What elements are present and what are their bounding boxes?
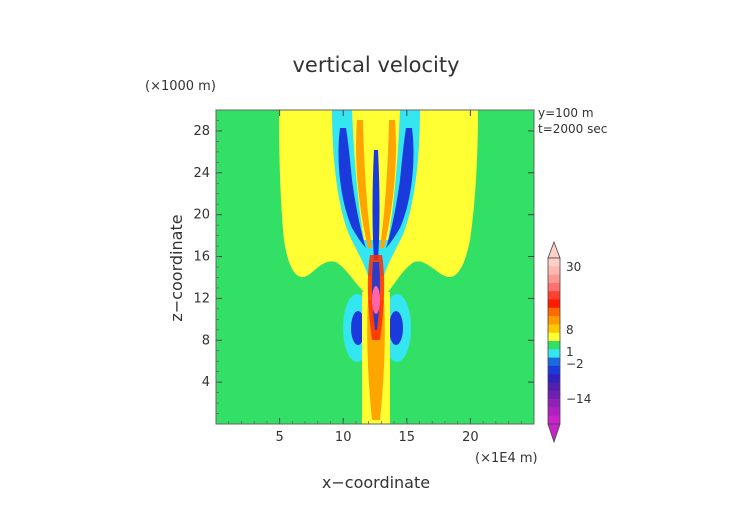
colorbar-label-1: 1 xyxy=(566,345,574,359)
colorbar: 30 8 1 −2 −14 xyxy=(547,240,591,444)
blue-lobe-right xyxy=(389,311,403,345)
y-scale-label: (×1000 m) xyxy=(145,79,216,94)
orange-arm-right xyxy=(380,120,396,248)
orange-arm-left xyxy=(356,120,372,248)
colorbar-band xyxy=(548,307,560,317)
colorbar-bottom-arrow xyxy=(547,423,561,444)
x-tick-label: 20 xyxy=(462,430,479,445)
x-tick-label: 10 xyxy=(335,430,352,445)
colorbar-band xyxy=(548,332,560,342)
colorbar-band xyxy=(548,341,560,350)
colorbar-band xyxy=(548,399,560,408)
contour-field xyxy=(216,110,534,424)
y-tick-label: 28 xyxy=(193,124,210,139)
y-tick-label: 16 xyxy=(193,250,210,265)
colorbar-band xyxy=(548,274,560,284)
colorbar-band xyxy=(548,316,560,325)
colorbar-band xyxy=(548,407,560,416)
colorbar-label-minus2: −2 xyxy=(566,357,584,371)
colorbar-band xyxy=(548,291,560,300)
y-tick-label: 20 xyxy=(193,208,210,223)
colorbar-label-30: 30 xyxy=(566,260,581,274)
blue-arm-left xyxy=(338,128,366,248)
colorbar-band xyxy=(548,282,560,292)
core-pink xyxy=(372,286,380,314)
colorbar-band xyxy=(548,349,560,358)
colorbar-label-8: 8 xyxy=(566,323,574,337)
x-ticks: 5 10 15 20 xyxy=(228,110,522,445)
colorbar-band xyxy=(548,258,560,267)
y-tick-label: 4 xyxy=(202,375,210,390)
colorbar-band xyxy=(548,382,560,392)
colorbar-band xyxy=(548,415,560,425)
x-axis-label: x−coordinate xyxy=(322,473,430,492)
x-scale-label: (×1E4 m) xyxy=(475,451,538,466)
chart-title: vertical velocity xyxy=(292,53,459,77)
y-tick-label: 12 xyxy=(193,291,210,306)
blue-arm-center xyxy=(372,150,380,260)
annotation-t: t=2000 sec xyxy=(538,122,607,136)
colorbar-top-arrow xyxy=(547,240,561,259)
y-tick-label: 8 xyxy=(202,333,210,348)
colorbar-band xyxy=(548,357,560,367)
annotation-y: y=100 m xyxy=(538,106,594,120)
colorbar-frame xyxy=(547,257,561,425)
colorbar-band xyxy=(548,324,560,333)
x-tick-label: 15 xyxy=(399,430,416,445)
y-ticks: 4 8 12 16 20 24 28 xyxy=(193,120,534,414)
colorbar-band xyxy=(548,365,560,375)
blue-arm-right xyxy=(386,128,414,248)
blue-lobe-left xyxy=(351,311,365,345)
colorbar-band xyxy=(548,299,560,309)
colorbar-label-minus14: −14 xyxy=(566,392,591,406)
y-tick-label: 24 xyxy=(193,166,210,181)
colorbar-band xyxy=(548,266,560,275)
colorbar-band xyxy=(548,390,560,400)
y-axis-label: z−coordinate xyxy=(167,214,186,321)
colorbar-band xyxy=(548,374,560,383)
x-tick-label: 5 xyxy=(275,430,283,445)
